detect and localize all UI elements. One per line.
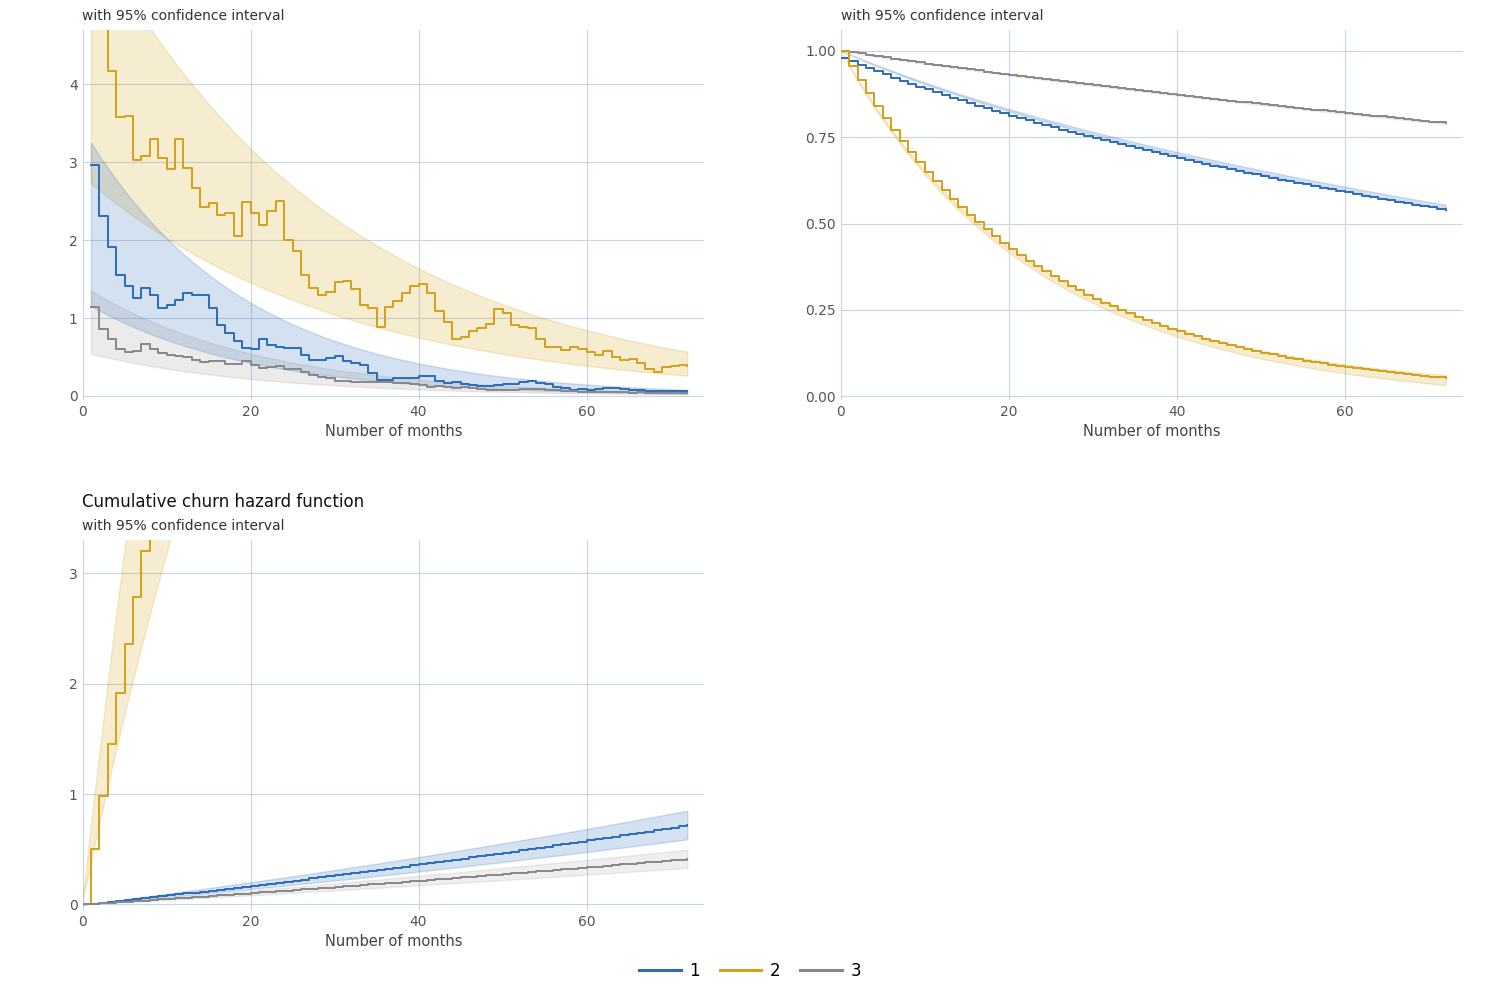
Legend: 1, 2, 3: 1, 2, 3	[633, 955, 867, 987]
Text: Cumulative churn hazard function: Cumulative churn hazard function	[82, 493, 364, 511]
X-axis label: Number of months: Number of months	[324, 934, 462, 949]
X-axis label: Number of months: Number of months	[1083, 424, 1221, 439]
X-axis label: Number of months: Number of months	[324, 424, 462, 439]
Text: with 95% confidence interval: with 95% confidence interval	[842, 9, 1044, 23]
Text: with 95% confidence interval: with 95% confidence interval	[82, 519, 285, 533]
Text: with 95% confidence interval: with 95% confidence interval	[82, 9, 285, 23]
